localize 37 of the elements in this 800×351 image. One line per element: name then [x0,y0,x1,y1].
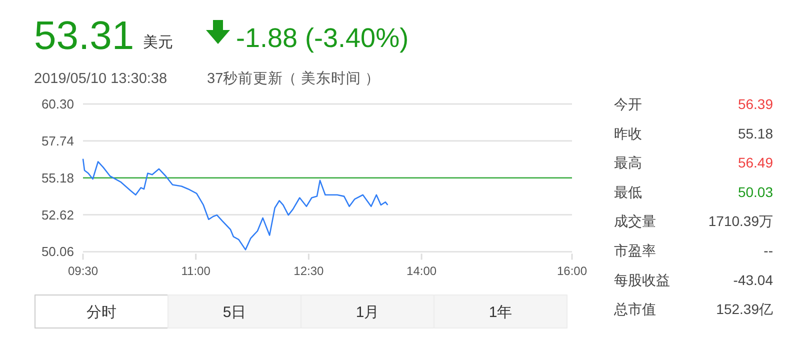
y-tick-label: 52.62 [41,207,74,222]
text: 昨收 [614,125,642,142]
text: 最低 [614,184,642,200]
text: 2019/05/10 13:30:38 [34,71,168,87]
text: 55.18 [738,125,774,142]
text: -1.88 (-3.40%) [236,23,409,53]
text: 152.39亿 [716,301,773,318]
y-tick-label: 57.74 [41,133,74,148]
x-tick-label: 16:00 [556,264,588,278]
y-tick-label: 55.18 [41,170,74,186]
text: -43.04 [733,272,774,288]
text: 总市值 [613,301,656,318]
text: 今开 [614,96,642,112]
text: 最高 [614,154,642,171]
text: 1月 [356,304,380,321]
text: 53.31 [34,14,134,58]
x-tick-label: 09:30 [68,264,98,278]
text: 成交量 [614,213,656,230]
y-tick-label: 50.06 [41,244,74,260]
text: 1年 [488,304,512,321]
text: 每股收益 [614,272,670,288]
y-tick-label: 60.30 [41,96,74,112]
text: 56.39 [738,96,774,112]
x-tick-label: 14:00 [406,264,437,278]
text: （ 美东时间 ） [282,70,380,87]
text: -- [764,242,774,258]
text: 5日 [222,304,246,321]
text: 1710.39万 [708,213,773,230]
text: 市盈率 [614,242,656,258]
x-tick-label: 12:30 [294,264,324,278]
text: 37秒前更新 [207,70,284,87]
text: 分时 [86,304,116,321]
text: 美元 [143,34,173,51]
text: 50.03 [738,184,774,200]
text: 56.49 [738,154,774,171]
x-tick-label: 11:00 [181,264,211,278]
line-series [82,158,388,250]
